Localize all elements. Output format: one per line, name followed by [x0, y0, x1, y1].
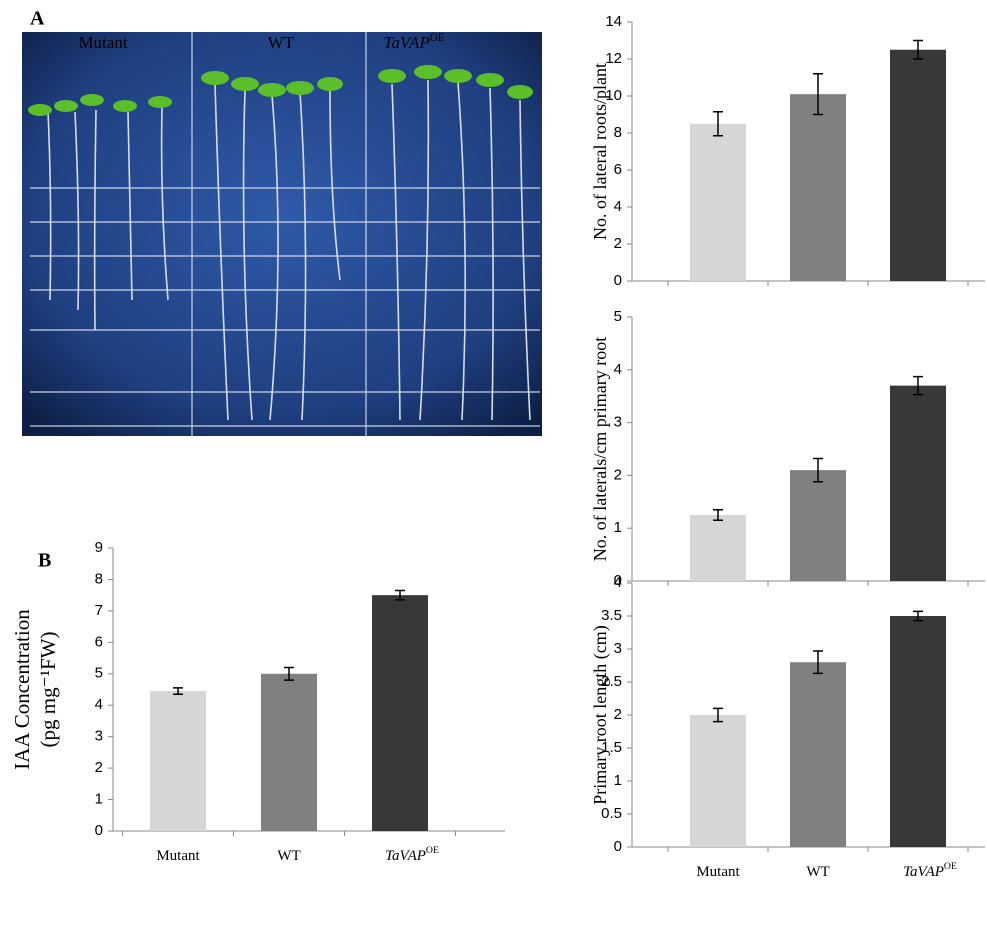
y-tick-label: 1.5 — [601, 739, 622, 756]
bar — [790, 94, 846, 282]
bar — [372, 595, 428, 831]
y-axis-label: No. of lateral roots/plant — [590, 63, 610, 240]
bar — [150, 691, 206, 831]
photo-label: WT — [268, 33, 295, 52]
bar — [690, 715, 746, 847]
y-tick-label: 12 — [605, 50, 622, 67]
bar — [890, 49, 946, 281]
y-tick-label: 2 — [95, 759, 103, 776]
y-tick-label: 8 — [95, 570, 103, 587]
photo-label-text: WT — [268, 33, 295, 52]
y-tick-label: 0 — [95, 822, 103, 839]
x-tick-label-sup: OE — [426, 845, 439, 856]
x-tick-label: TaVAPOE — [385, 845, 439, 864]
y-tick-label: 2 — [614, 466, 622, 483]
y-tick-label: 2 — [614, 706, 622, 723]
y-tick-label: 0.5 — [601, 805, 622, 822]
y-tick-label: 1 — [614, 519, 622, 536]
y-axis-label: (pg mg⁻¹FW) — [36, 632, 60, 748]
seedling-photo — [22, 32, 542, 436]
y-tick-label: 3 — [614, 640, 622, 657]
y-tick-label: 14 — [605, 13, 622, 30]
y-tick-label: 4 — [614, 198, 622, 215]
x-tick-label-text: Mutant — [156, 848, 200, 864]
error-bar — [284, 666, 294, 681]
y-tick-label: 9 — [95, 539, 103, 556]
y-tick-label: 5 — [614, 308, 622, 325]
photo-label-text: TaVAP — [383, 33, 429, 52]
y-tick-label: 2.5 — [601, 673, 622, 690]
x-tick-label-text: WT — [806, 864, 829, 880]
panel-label: A — [30, 8, 45, 30]
bar — [690, 123, 746, 281]
bar — [261, 673, 317, 831]
error-bar — [713, 508, 723, 522]
error-bar — [913, 610, 923, 622]
x-tick-label-sup: OE — [944, 861, 957, 872]
y-tick-label: 7 — [95, 602, 103, 619]
y-tick-label: 1 — [95, 791, 103, 808]
photo-label-sup: OE — [430, 32, 445, 44]
bar — [890, 385, 946, 581]
bar — [690, 515, 746, 581]
y-tick-label: 10 — [605, 87, 622, 104]
error-bar — [913, 375, 923, 396]
x-tick-label: Mutant — [696, 864, 740, 880]
y-tick-label: 0 — [614, 572, 622, 589]
y-tick-label: 3 — [95, 728, 103, 745]
y-tick-label: 5 — [95, 665, 103, 682]
y-axis-label: Primary root length (cm) — [590, 625, 611, 804]
photo-label: TaVAPOE — [383, 32, 444, 52]
y-tick-label: 3.5 — [601, 607, 622, 624]
x-tick-label: Mutant — [156, 848, 200, 864]
y-tick-label: 3 — [614, 414, 622, 431]
error-bar — [913, 39, 923, 60]
x-tick-label-text: WT — [277, 848, 300, 864]
error-bar — [395, 589, 405, 601]
y-axis-label: IAA Concentration — [10, 609, 34, 770]
error-bar — [713, 110, 723, 137]
y-tick-label: 6 — [614, 161, 622, 178]
x-tick-label-text: TaVAP — [385, 848, 426, 864]
bar — [790, 470, 846, 581]
x-tick-label-text: Mutant — [696, 864, 740, 880]
x-tick-label: TaVAPOE — [903, 861, 957, 880]
x-tick-label: WT — [806, 864, 829, 880]
y-tick-label: 1 — [614, 772, 622, 789]
error-bar — [173, 687, 183, 695]
bar — [890, 616, 946, 847]
y-axis-label: No. of laterals/cm primary root — [590, 337, 610, 561]
y-tick-label: 0 — [614, 838, 622, 855]
error-bar — [813, 457, 823, 483]
x-tick-label: WT — [277, 848, 300, 864]
error-bar — [813, 650, 823, 675]
panel-label: B — [38, 550, 51, 572]
y-tick-label: 4 — [95, 696, 103, 713]
bar — [790, 662, 846, 847]
x-tick-label-text: TaVAP — [903, 864, 944, 880]
y-tick-label: 4 — [614, 361, 622, 378]
photo-label: Mutant — [78, 33, 127, 52]
y-tick-label: 4 — [614, 574, 622, 591]
y-tick-label: 0 — [614, 272, 622, 289]
error-bar — [813, 73, 823, 116]
error-bar — [713, 707, 723, 723]
photo-label-text: Mutant — [78, 33, 127, 52]
y-tick-label: 2 — [614, 235, 622, 252]
y-tick-label: 6 — [95, 633, 103, 650]
y-tick-label: 8 — [614, 124, 622, 141]
